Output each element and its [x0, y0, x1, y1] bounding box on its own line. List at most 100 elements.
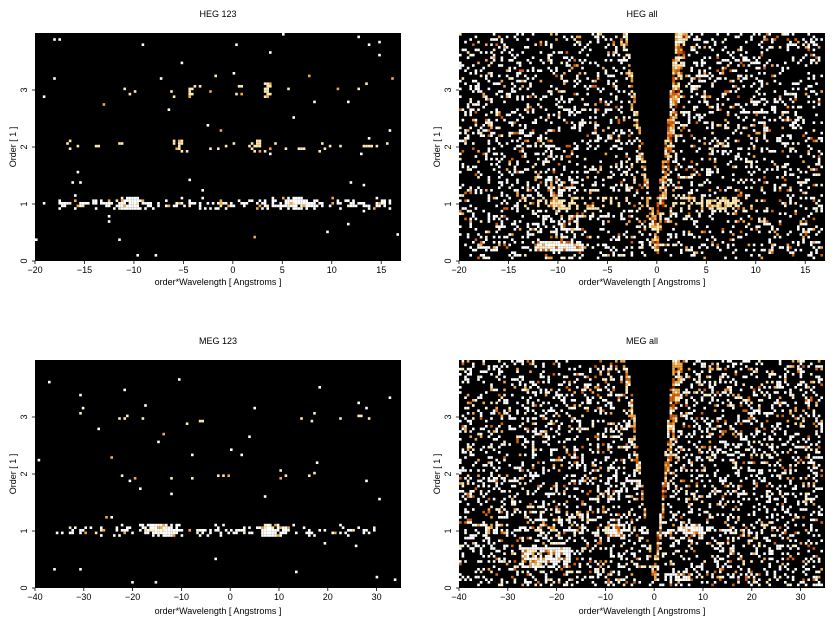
- heatmap-cell: [628, 100, 631, 104]
- heatmap-cell: [568, 59, 571, 62]
- heatmap-cell: [492, 196, 496, 200]
- heatmap-cell: [752, 417, 756, 420]
- heatmap-cell: [804, 401, 808, 405]
- heatmap-cell: [526, 430, 530, 433]
- heatmap-cell: [466, 445, 470, 449]
- heatmap-cell: [469, 111, 472, 114]
- heatmap-cell: [602, 432, 605, 436]
- heatmap-cell: [373, 526, 376, 529]
- heatmap-cell: [482, 66, 485, 70]
- heatmap-cell: [669, 137, 673, 140]
- heatmap-cell: [537, 380, 540, 384]
- heatmap-cell: [217, 207, 220, 210]
- heatmap-cell: [615, 85, 618, 88]
- heatmap-cell: [576, 448, 579, 451]
- heatmap-cell: [472, 79, 475, 83]
- heatmap-cell: [573, 126, 576, 130]
- heatmap-cell: [674, 105, 678, 109]
- heatmap-cell: [654, 243, 657, 247]
- heatmap-cell: [659, 189, 662, 192]
- heatmap-cell: [589, 378, 592, 381]
- heatmap-cell: [667, 139, 670, 143]
- heatmap-cell: [131, 202, 134, 205]
- heatmap-cell: [568, 69, 571, 72]
- heatmap-cell: [628, 440, 631, 444]
- heatmap-cell: [690, 46, 693, 49]
- heatmap-cell: [537, 139, 540, 143]
- heatmap-cell: [542, 414, 545, 418]
- heatmap-cell: [721, 228, 725, 231]
- heatmap-cell: [690, 85, 693, 88]
- heatmap-cell: [755, 66, 758, 70]
- heatmap-cell: [495, 113, 498, 117]
- heatmap-cell: [815, 139, 818, 143]
- heatmap-cell: [513, 111, 517, 114]
- heatmap-cell: [773, 74, 777, 78]
- heatmap-cell: [667, 157, 670, 161]
- heatmap-cell: [503, 85, 506, 88]
- heatmap-cell: [711, 131, 714, 135]
- heatmap-cell: [807, 230, 810, 234]
- heatmap-cell: [734, 373, 738, 376]
- heatmap-cell: [773, 38, 777, 41]
- heatmap-cell: [724, 380, 727, 384]
- heatmap-cell: [516, 61, 519, 65]
- heatmap-cell: [157, 202, 160, 205]
- heatmap-cell: [537, 176, 540, 179]
- heatmap-cell: [760, 46, 764, 49]
- heatmap-cell: [576, 92, 579, 96]
- heatmap-cell: [794, 98, 797, 101]
- heatmap-cell: [641, 243, 644, 247]
- heatmap-cell: [706, 103, 709, 106]
- heatmap-cell: [529, 202, 532, 205]
- heatmap-cell: [544, 430, 548, 433]
- heatmap-cell: [547, 409, 550, 412]
- heatmap-cell: [716, 105, 719, 109]
- heatmap-cell: [729, 391, 732, 394]
- heatmap-cell: [729, 90, 732, 93]
- heatmap-cell: [474, 173, 478, 176]
- heatmap-cell: [687, 406, 691, 410]
- heatmap-cell: [472, 53, 475, 57]
- heatmap-cell: [758, 72, 761, 75]
- heatmap-cell: [349, 181, 353, 184]
- heatmap-cell: [674, 85, 678, 88]
- heatmap-cell: [74, 194, 77, 197]
- heatmap-cell: [802, 121, 805, 124]
- heatmap-cell: [760, 256, 764, 260]
- heatmap-cell: [698, 74, 701, 78]
- heatmap-cell: [763, 209, 766, 213]
- heatmap-cell: [550, 189, 553, 192]
- heatmap-cell: [542, 152, 545, 156]
- heatmap-cell: [609, 422, 613, 425]
- heatmap-cell: [552, 51, 556, 54]
- heatmap-cell: [643, 220, 647, 223]
- heatmap-cell: [622, 170, 626, 174]
- heatmap-cell: [745, 69, 748, 72]
- heatmap-cell: [622, 419, 626, 423]
- heatmap-cell: [531, 77, 535, 80]
- heatmap-cell: [607, 176, 610, 179]
- heatmap-cell: [672, 396, 675, 399]
- heatmap-cell: [596, 40, 600, 44]
- heatmap-cell: [711, 453, 714, 457]
- heatmap-cell: [492, 48, 496, 52]
- heatmap-cell: [568, 155, 571, 158]
- heatmap-cell: [784, 111, 787, 114]
- heatmap-cell: [810, 243, 813, 247]
- heatmap-cell: [123, 417, 126, 420]
- heatmap-cell: [664, 243, 667, 247]
- heatmap-cell: [737, 147, 740, 150]
- heatmap-cell: [765, 222, 769, 226]
- heatmap-cell: [734, 396, 738, 399]
- heatmap-cell: [596, 108, 600, 111]
- heatmap-cell: [552, 157, 556, 161]
- heatmap-cell: [537, 243, 540, 247]
- heatmap-cell: [469, 168, 472, 171]
- heatmap-cell: [469, 87, 472, 91]
- heatmap-cell: [622, 66, 626, 70]
- heatmap-cell: [682, 360, 686, 363]
- heatmap-cell: [466, 199, 470, 202]
- heatmap-cell: [589, 443, 592, 446]
- heatmap-cell: [781, 134, 784, 137]
